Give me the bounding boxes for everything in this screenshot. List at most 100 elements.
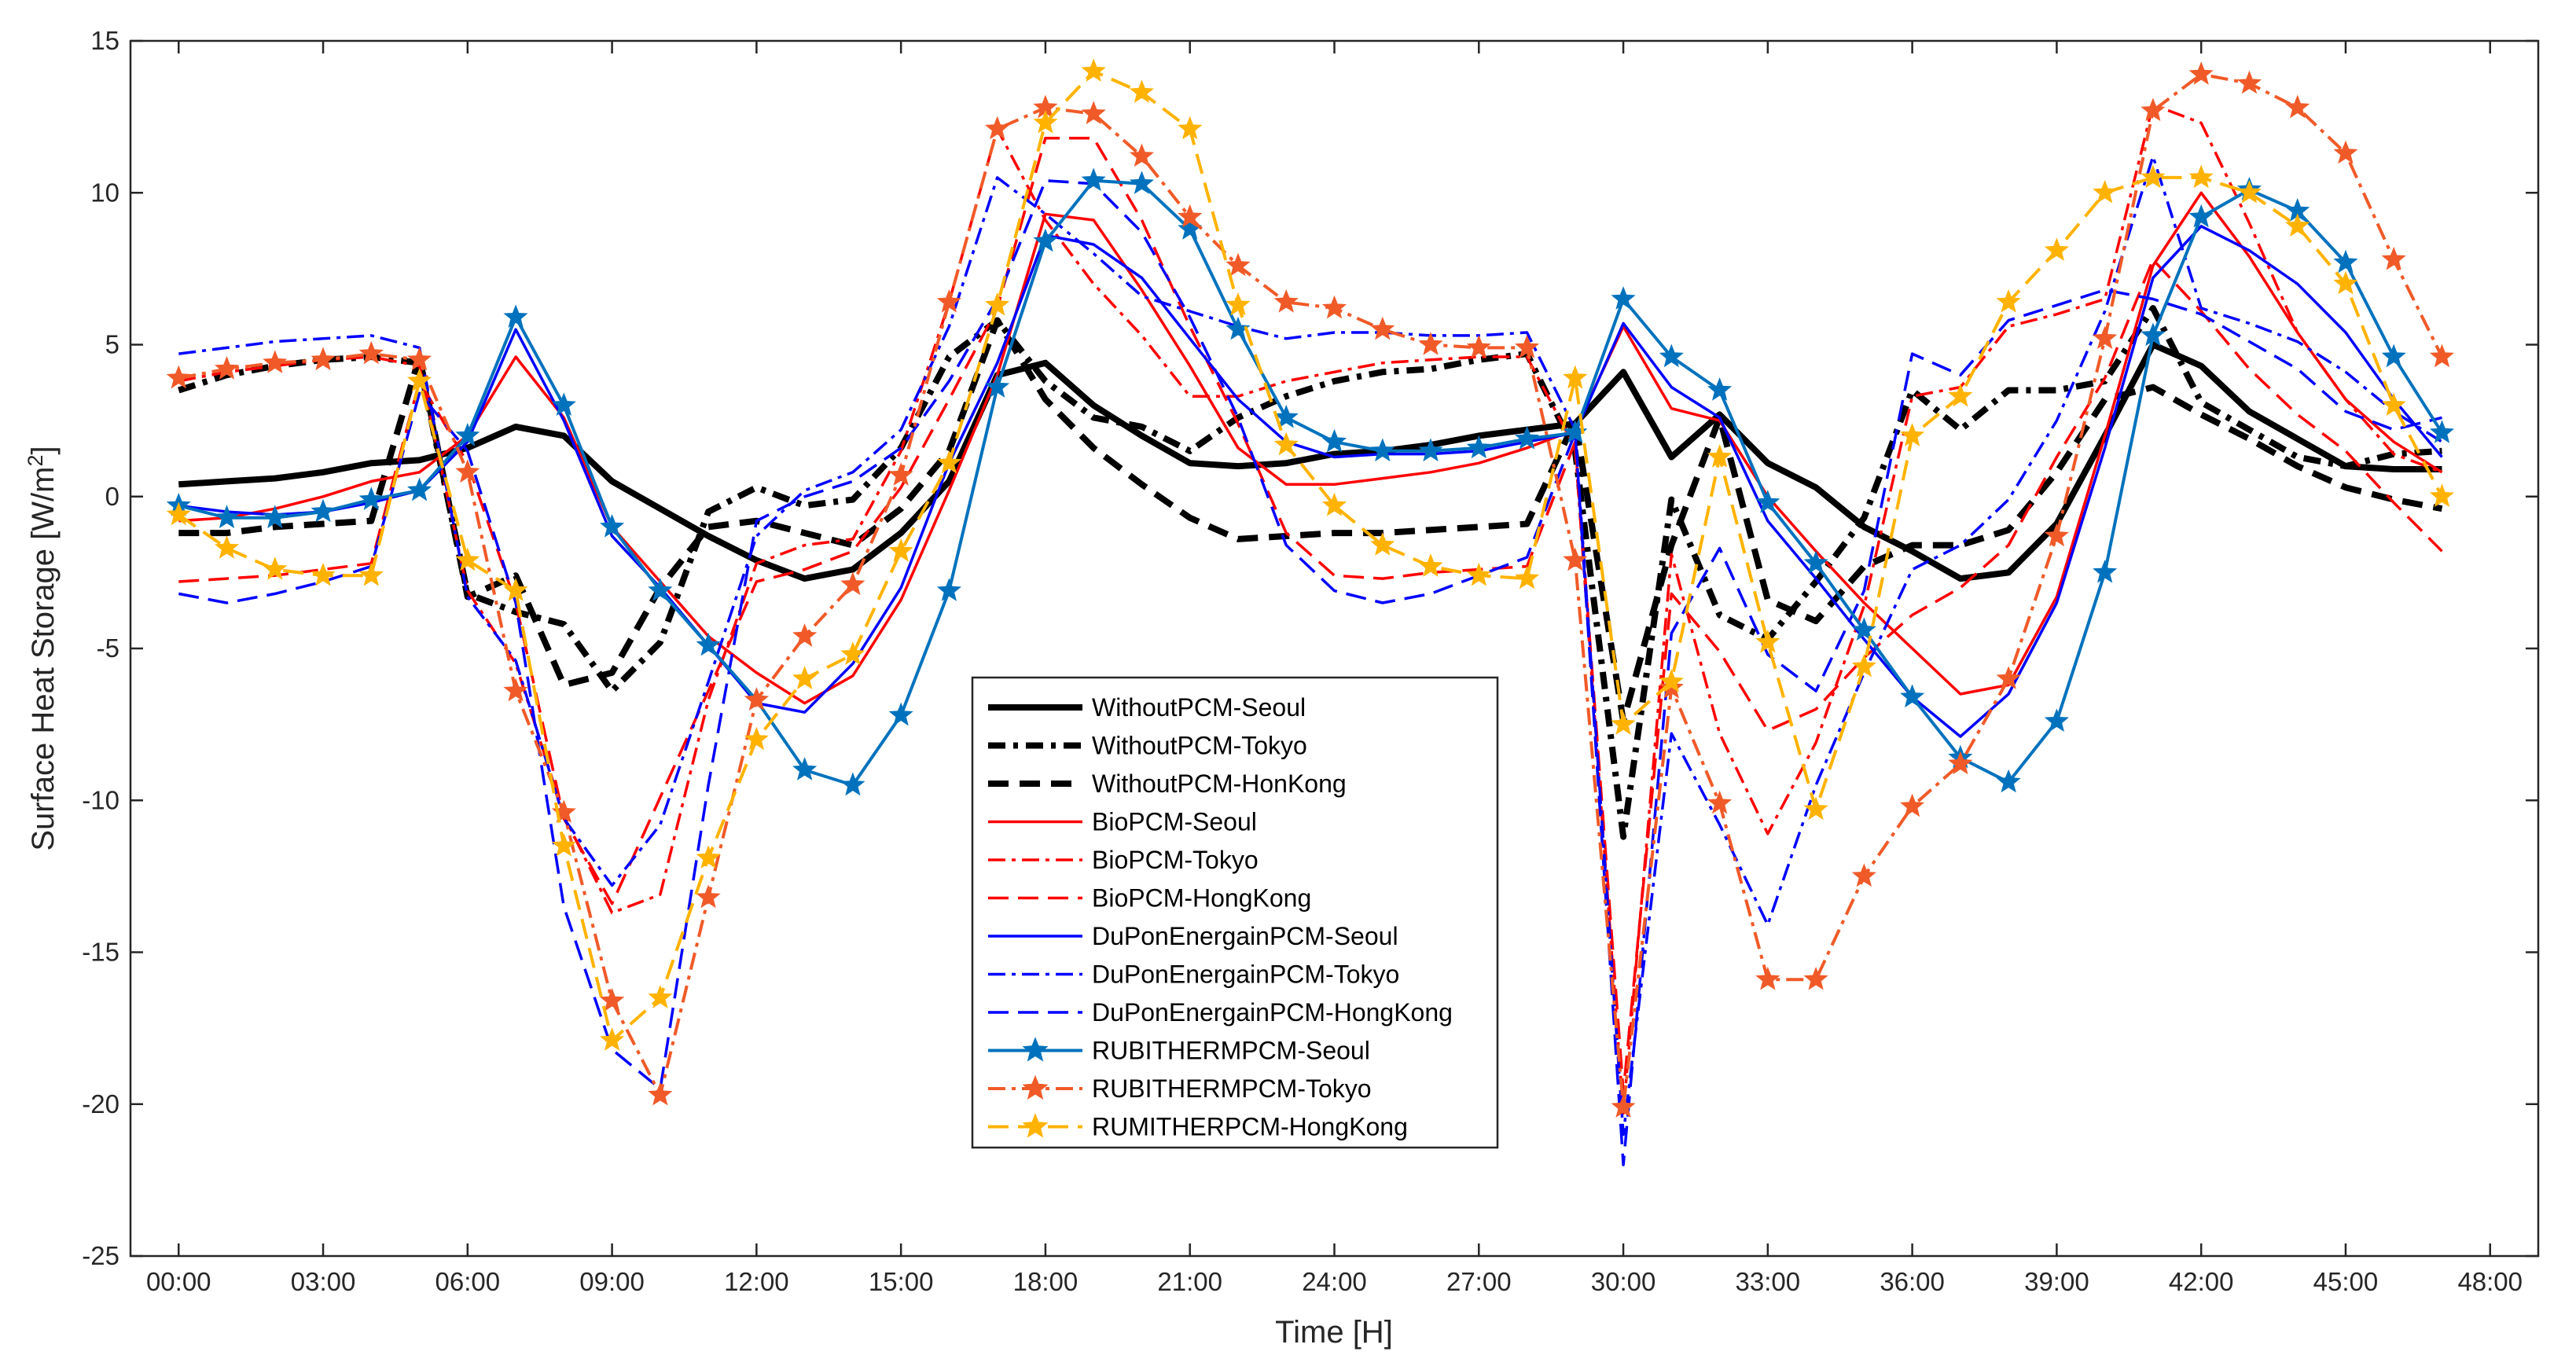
y-tick-label: -10 bbox=[82, 785, 119, 814]
data-point-RUMITHERPCM-HongKong-17 bbox=[985, 292, 1010, 316]
legend-entry-DuPonEnergainPCM-Seoul: DuPonEnergainPCM-Seoul bbox=[988, 922, 1398, 950]
x-tick-label: 36:00 bbox=[1880, 1267, 1945, 1296]
data-point-RUMITHERPCM-HongKong-12 bbox=[744, 726, 769, 751]
data-point-RUBITHERMPCM-Seoul-8 bbox=[551, 392, 576, 417]
x-tick-label: 00:00 bbox=[146, 1267, 211, 1296]
data-point-RUBITHERMPCM-Seoul-16 bbox=[936, 578, 962, 601]
series-line-BioPCM-HongKong bbox=[178, 136, 2443, 1094]
y-tick-label: 15 bbox=[90, 26, 119, 55]
data-point-RUBITHERMPCM-Seoul-41 bbox=[2141, 322, 2166, 347]
data-point-RUBITHERMPCM-Tokyo-2 bbox=[263, 350, 288, 373]
legend-label: DuPonEnergainPCM-HongKong bbox=[1092, 998, 1453, 1027]
y-tick-label: -20 bbox=[82, 1089, 119, 1118]
data-point-RUBITHERMPCM-Tokyo-3 bbox=[311, 347, 336, 371]
x-tick-label: 18:00 bbox=[1013, 1267, 1079, 1296]
data-point-RUBITHERMPCM-Seoul-9 bbox=[599, 514, 625, 538]
data-point-RUBITHERMPCM-Seoul-34 bbox=[1803, 550, 1828, 575]
series-RUBITHERMPCM-Tokyo bbox=[166, 61, 2454, 1118]
legend-entry-RUBITHERMPCM-Seoul: RUBITHERMPCM-Seoul bbox=[988, 1037, 1370, 1065]
data-point-RUMITHERPCM-HongKong-23 bbox=[1273, 432, 1299, 456]
data-point-RUBITHERMPCM-Tokyo-32 bbox=[1707, 790, 1733, 814]
y-tick-label: -25 bbox=[82, 1241, 119, 1270]
data-point-RUBITHERMPCM-Seoul-10 bbox=[648, 578, 673, 601]
data-point-RUMITHERPCM-HongKong-38 bbox=[1996, 289, 2021, 313]
data-point-RUBITHERMPCM-Seoul-18 bbox=[1033, 228, 1058, 252]
y-axis-title-sup: 2 bbox=[24, 455, 47, 467]
data-point-RUBITHERMPCM-Seoul-15 bbox=[888, 702, 913, 726]
data-point-RUBITHERMPCM-Seoul-33 bbox=[1755, 490, 1780, 513]
data-point-RUMITHERPCM-HongKong-25 bbox=[1370, 532, 1395, 556]
data-point-RUBITHERMPCM-Tokyo-24 bbox=[1321, 295, 1347, 319]
legend-entry-WithoutPCM-Tokyo: WithoutPCM-Tokyo bbox=[988, 732, 1307, 760]
data-point-RUBITHERMPCM-Tokyo-12 bbox=[744, 687, 769, 711]
data-point-RUMITHERPCM-HongKong-41 bbox=[2141, 164, 2166, 189]
data-point-RUBITHERMPCM-Tokyo-21 bbox=[1178, 204, 1203, 228]
data-point-RUBITHERMPCM-Tokyo-20 bbox=[1129, 143, 1154, 167]
data-point-RUMITHERPCM-HongKong-24 bbox=[1321, 492, 1347, 516]
data-point-RUBITHERMPCM-Tokyo-40 bbox=[2093, 325, 2118, 350]
data-point-RUMITHERPCM-HongKong-4 bbox=[358, 562, 384, 586]
x-tick-label: 24:00 bbox=[1302, 1267, 1367, 1296]
data-point-RUMITHERPCM-HongKong-45 bbox=[2333, 270, 2358, 295]
data-point-RUBITHERMPCM-Seoul-22 bbox=[1226, 316, 1251, 340]
data-point-RUMITHERPCM-HongKong-27 bbox=[1466, 562, 1491, 586]
data-point-RUBITHERMPCM-Seoul-13 bbox=[792, 757, 818, 780]
data-point-RUBITHERMPCM-Seoul-17 bbox=[985, 374, 1010, 398]
legend-entry-RUBITHERMPCM-Tokyo: RUBITHERMPCM-Tokyo bbox=[988, 1074, 1372, 1103]
legend-box bbox=[971, 676, 1499, 1149]
data-point-RUBITHERMPCM-Tokyo-5 bbox=[406, 347, 432, 371]
data-point-RUBITHERMPCM-Tokyo-22 bbox=[1226, 252, 1251, 277]
y-tick-label: -5 bbox=[97, 634, 119, 663]
data-point-RUBITHERMPCM-Seoul-1 bbox=[215, 505, 240, 529]
x-tick-label: 45:00 bbox=[2313, 1267, 2379, 1296]
data-point-RUBITHERMPCM-Tokyo-19 bbox=[1081, 101, 1106, 125]
data-point-RUBITHERMPCM-Seoul-36 bbox=[1900, 684, 1925, 708]
data-point-RUMITHERPCM-HongKong-5 bbox=[407, 368, 432, 392]
legend-marker bbox=[1022, 1074, 1049, 1100]
data-point-RUMITHERPCM-HongKong-40 bbox=[2093, 179, 2118, 204]
y-tick-label: 5 bbox=[105, 330, 119, 359]
legend-entry-RUMITHERPCM-HongKong: RUMITHERPCM-HongKong bbox=[988, 1113, 1408, 1141]
data-point-RUBITHERMPCM-Tokyo-14 bbox=[840, 571, 865, 596]
data-point-RUBITHERMPCM-Tokyo-9 bbox=[599, 987, 625, 1012]
series-WithoutPCM-Tokyo bbox=[178, 305, 2442, 840]
series-RUMITHERPCM-HongKong bbox=[166, 58, 2454, 1051]
x-tick-label: 12:00 bbox=[724, 1267, 789, 1296]
legend-label: WithoutPCM-Seoul bbox=[1092, 693, 1306, 722]
series-layer bbox=[166, 58, 2454, 1166]
series-line-RUMITHERPCM-HongKong bbox=[178, 69, 2444, 1042]
data-point-RUMITHERPCM-HongKong-0 bbox=[166, 501, 191, 526]
x-tick-label: 09:00 bbox=[579, 1267, 645, 1296]
data-point-RUBITHERMPCM-Tokyo-47 bbox=[2429, 343, 2454, 368]
y-axis-title-main: Surface Heat Storage [W/m bbox=[26, 467, 61, 851]
data-point-RUBITHERMPCM-Tokyo-39 bbox=[2044, 523, 2070, 547]
data-point-RUMITHERPCM-HongKong-21 bbox=[1178, 116, 1203, 140]
series-line-DuPonEnergainPCM-Seoul bbox=[178, 225, 2443, 738]
data-point-RUMITHERPCM-HongKong-6 bbox=[455, 547, 480, 571]
data-point-RUBITHERMPCM-Seoul-31 bbox=[1659, 343, 1684, 368]
series-line-DuPonEnergainPCM-HongKong bbox=[178, 179, 2442, 1166]
series-line-BioPCM-Tokyo bbox=[178, 103, 2443, 1115]
data-point-RUBITHERMPCM-Seoul-42 bbox=[2188, 204, 2214, 228]
data-point-RUBITHERMPCM-Tokyo-15 bbox=[888, 462, 913, 486]
data-point-RUBITHERMPCM-Seoul-5 bbox=[406, 477, 432, 501]
legend-entry-BioPCM-HongKong: BioPCM-HongKong bbox=[988, 884, 1311, 913]
data-point-RUMITHERPCM-HongKong-14 bbox=[840, 641, 865, 666]
data-point-RUBITHERMPCM-Seoul-25 bbox=[1370, 438, 1395, 462]
axes: 00:00 03:00 06:00 09:00 12:00 15:00 18:00 21:00… bbox=[82, 26, 2540, 1296]
legend-label: WithoutPCM-Tokyo bbox=[1092, 732, 1307, 760]
data-point-RUBITHERMPCM-Tokyo-45 bbox=[2333, 140, 2358, 164]
data-point-RUMITHERPCM-HongKong-15 bbox=[888, 538, 913, 562]
series-line-WithoutPCM-Tokyo bbox=[178, 305, 2442, 840]
data-point-RUBITHERMPCM-Seoul-40 bbox=[2093, 560, 2118, 583]
data-point-RUBITHERMPCM-Seoul-27 bbox=[1466, 435, 1491, 459]
data-point-RUBITHERMPCM-Tokyo-29 bbox=[1563, 547, 1588, 571]
data-point-RUMITHERPCM-HongKong-26 bbox=[1418, 553, 1443, 577]
x-tick-label: 33:00 bbox=[1736, 1267, 1801, 1296]
x-tick-label: 39:00 bbox=[2024, 1267, 2089, 1296]
data-point-RUMITHERPCM-HongKong-29 bbox=[1563, 365, 1588, 389]
y-tick-label: -15 bbox=[82, 938, 119, 967]
data-point-RUMITHERPCM-HongKong-9 bbox=[599, 1027, 625, 1051]
x-tick-label: 06:00 bbox=[435, 1267, 501, 1296]
